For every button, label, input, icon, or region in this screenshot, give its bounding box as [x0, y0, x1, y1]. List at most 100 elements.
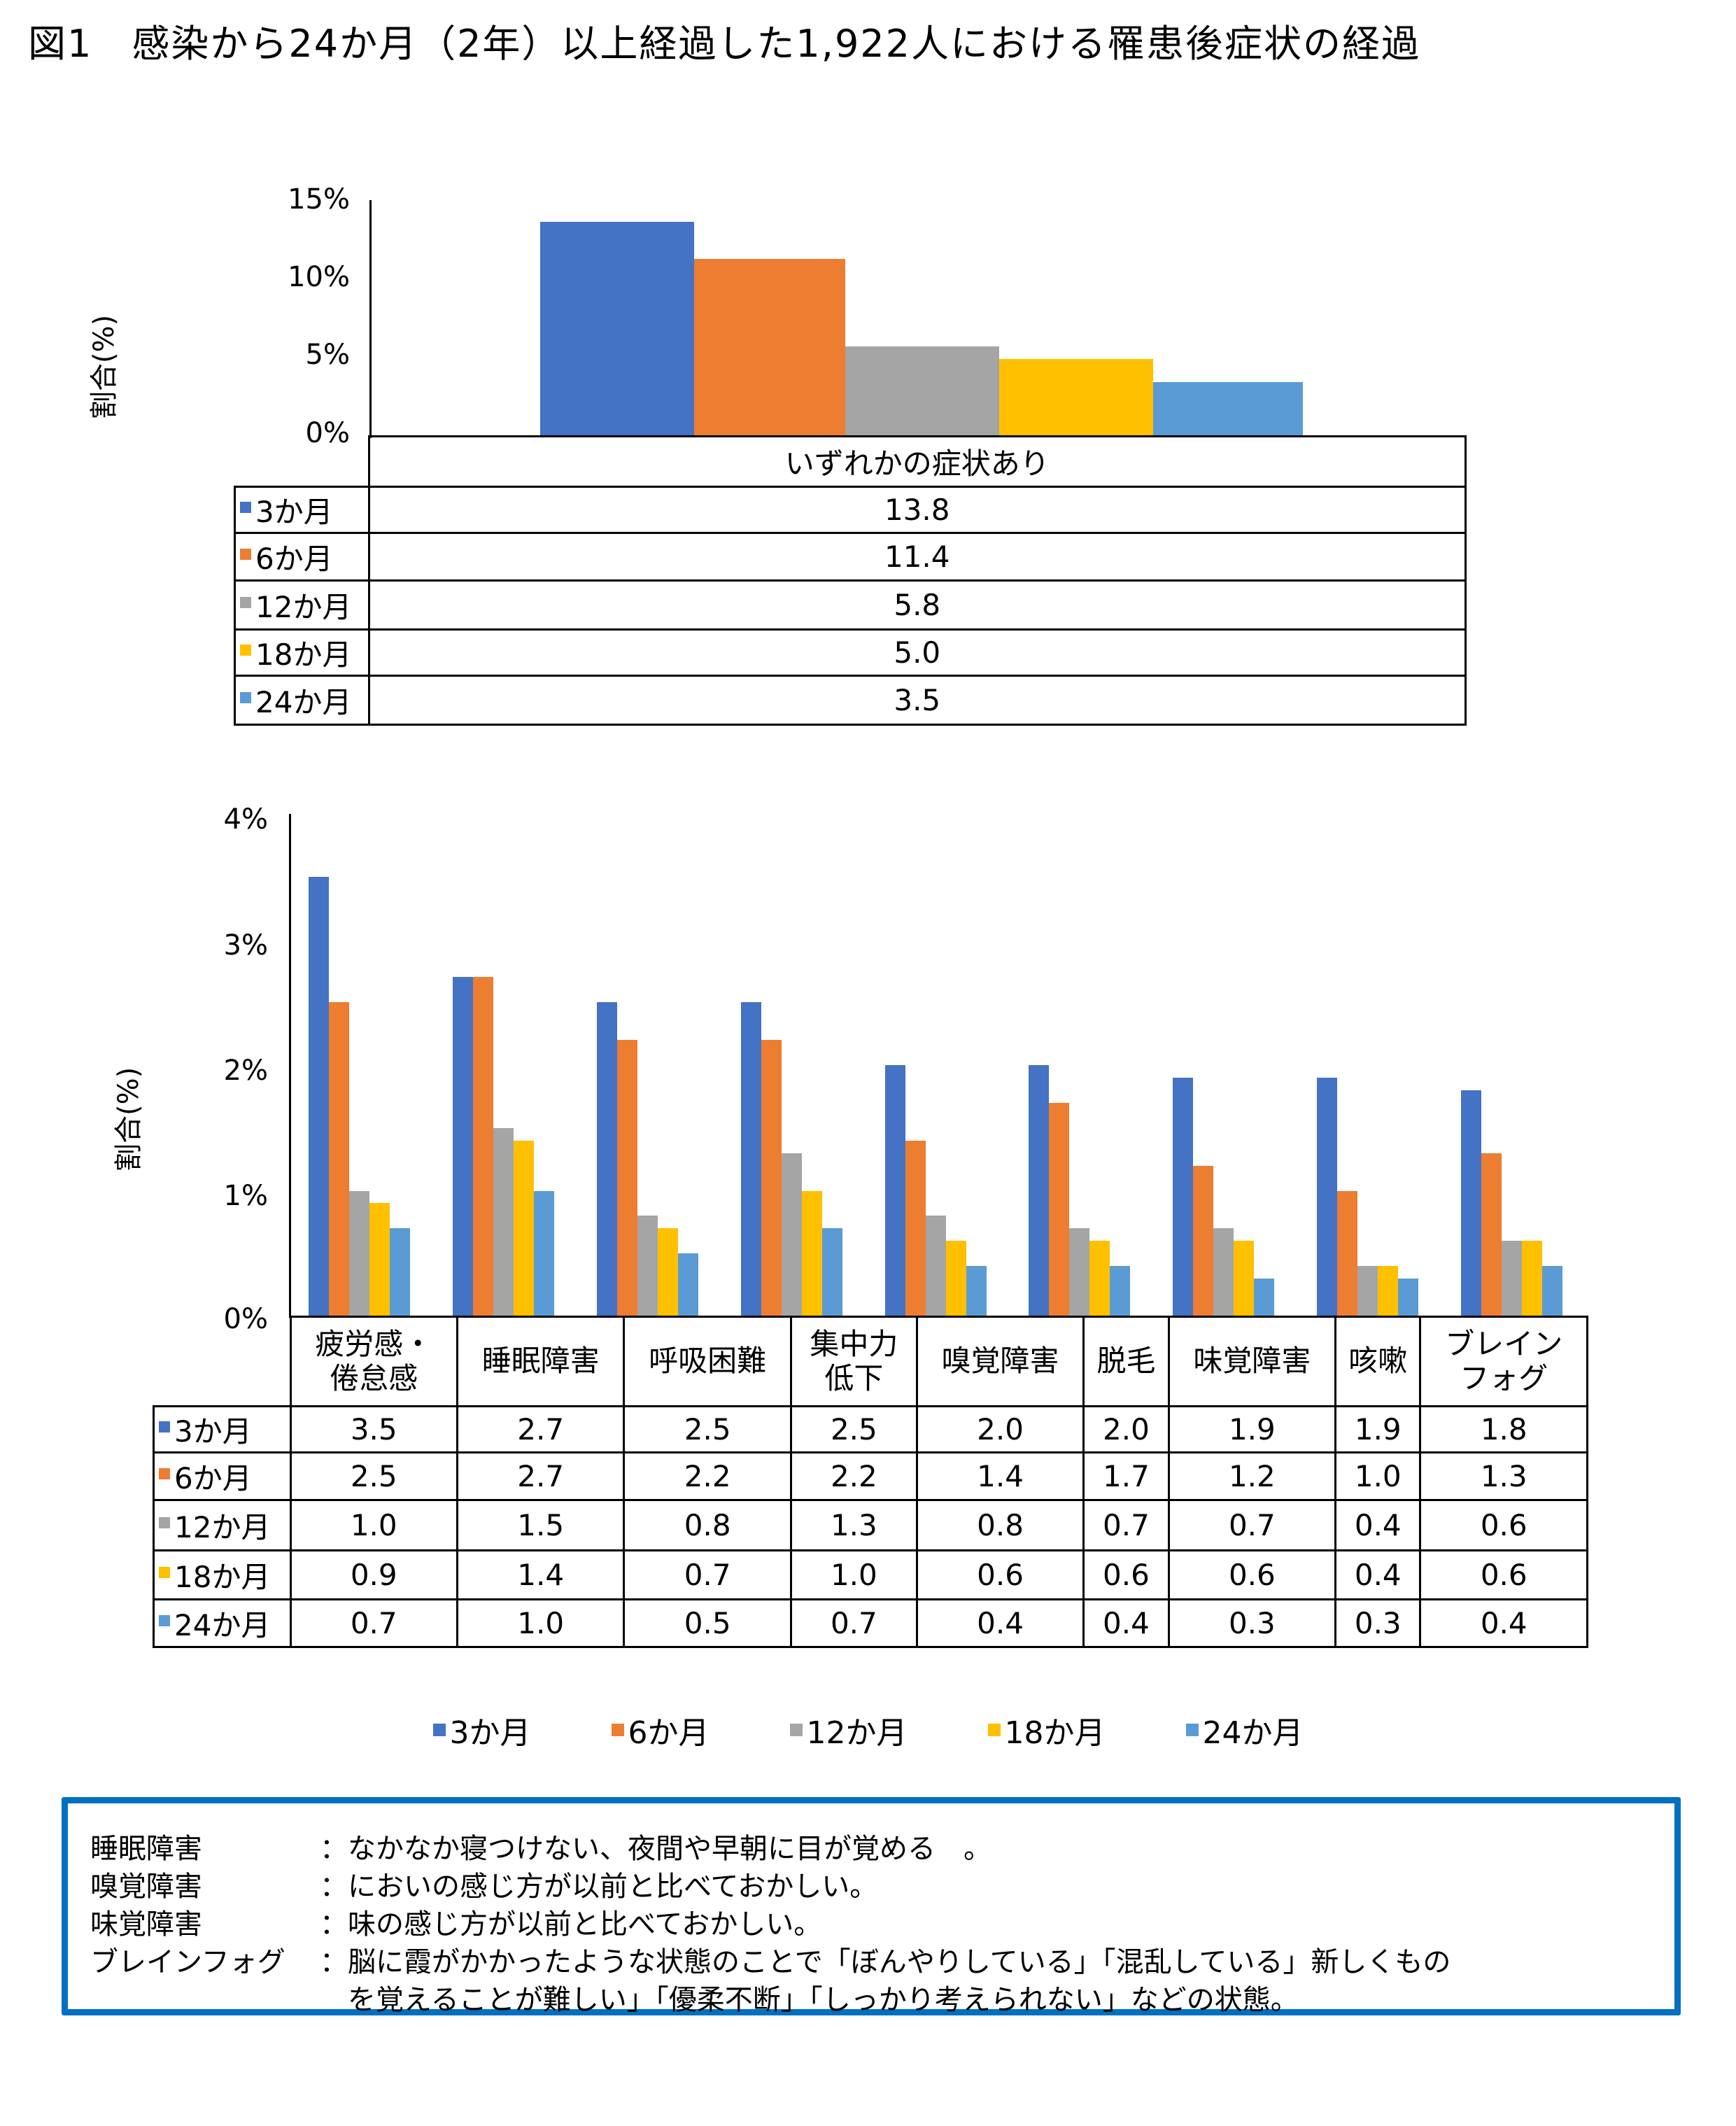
bar-24m: [1110, 1266, 1131, 1316]
table-cell: 0.8: [915, 1499, 1085, 1551]
bar-6m: [617, 1040, 637, 1316]
legend-item-18m: 18か月: [987, 1708, 1106, 1752]
table-row: 3か月 3.5 2.7 2.5 2.5 2.0 2.0 1.9 1.9 1.8: [153, 1405, 1588, 1453]
bottom-y-axis-title: 割合(%): [113, 1066, 145, 1171]
bar-12m: [845, 346, 999, 437]
bar-12m: [1501, 1241, 1522, 1316]
table-cell: 1.9: [1167, 1405, 1337, 1453]
note-term-sleep: 睡眠障害: [90, 1833, 202, 1865]
table-row: 12か月 5.8: [234, 579, 1467, 631]
category-label: 咳嗽: [1334, 1316, 1422, 1407]
table-row: 18か月 0.9 1.4 0.7 1.0 0.6 0.6 0.6 0.4 0.6: [153, 1549, 1588, 1600]
table-cell: 0.6: [1082, 1549, 1170, 1600]
legend-item-3m: 3か月: [432, 1708, 531, 1752]
top-y-tick-15: 15%: [288, 183, 350, 216]
bar-6m: [329, 1002, 350, 1316]
bar-3m: [1029, 1065, 1050, 1316]
bar-3m: [1173, 1077, 1194, 1316]
category-label: 疲労感・ 倦怠感: [289, 1316, 458, 1407]
legend-swatch-24m: [159, 1614, 170, 1626]
table-cell: 1.0: [789, 1549, 918, 1600]
bar-12m: [1357, 1266, 1378, 1316]
table-cell: 0.7: [623, 1549, 792, 1600]
legend-swatch-6m: [611, 1724, 624, 1736]
legend-swatch-12m: [789, 1724, 803, 1736]
table-cell: 2.5: [623, 1405, 792, 1453]
bar-6m: [1049, 1102, 1070, 1316]
bar-12m: [637, 1216, 658, 1316]
legend-item-6m: 6か月: [611, 1708, 710, 1752]
table-cell: 2.7: [456, 1451, 626, 1501]
bar-12m: [349, 1190, 370, 1316]
category-label: 集中力 低下: [789, 1316, 918, 1407]
table-cell: 2.0: [1082, 1405, 1170, 1453]
table-cell: 0.6: [915, 1549, 1085, 1600]
category-label: 味覚障害: [1167, 1316, 1337, 1407]
table-cell: 0.4: [915, 1598, 1085, 1648]
legend-swatch-6m: [159, 1467, 170, 1479]
definitions-box: 睡眠障害 ：なかなか寝つけない、夜間や早朝に目が覚める 。 嗅覚障害 ：においの…: [62, 1797, 1681, 2016]
legend-swatch-24m: [240, 691, 251, 703]
legend-item-24m: 24か月: [1185, 1708, 1304, 1752]
table-cell: 0.6: [1419, 1549, 1588, 1600]
bar-12m: [781, 1153, 802, 1316]
table-cell: 1.0: [1334, 1451, 1422, 1501]
table-row: 18か月 5.0: [234, 628, 1467, 677]
figure-title: 図1 感染から24か月（2年）以上経過した1,922人における罹患後症状の経過: [28, 22, 1421, 66]
bar-18m: [514, 1140, 535, 1316]
legend-swatch-3m: [432, 1724, 446, 1736]
table-cell: 1.0: [456, 1598, 626, 1648]
bar-18m: [1234, 1241, 1255, 1316]
table-cell: 0.7: [1167, 1499, 1337, 1551]
table-row: 6か月 2.5 2.7 2.2 2.2 1.4 1.7 1.2 1.0 1.3: [153, 1451, 1588, 1501]
bottom-y-tick-4: 4%: [223, 803, 268, 836]
table-cell: 2.5: [289, 1451, 458, 1501]
table-cell: 0.7: [789, 1598, 918, 1648]
table-cell: 1.7: [1082, 1451, 1170, 1501]
top-category-label: いずれかの症状あり: [367, 435, 1467, 488]
bar-3m: [309, 876, 330, 1316]
legend-swatch-6m: [240, 548, 251, 560]
bar-12m: [493, 1127, 514, 1316]
table-cell: 2.0: [915, 1405, 1085, 1453]
bar-3m: [597, 1002, 617, 1316]
bar-3m: [740, 1002, 761, 1316]
bottom-y-axis: [289, 814, 291, 1318]
bar-24m: [966, 1266, 987, 1316]
top-data-table: いずれかの症状あり 3か月 13.8 6か月 11.4 12か月 5.8 18か…: [234, 435, 1467, 726]
bottom-y-tick-1: 1%: [223, 1180, 268, 1212]
table-cell: 1.0: [289, 1499, 458, 1551]
bar-24m: [390, 1228, 411, 1316]
bar-18m: [999, 358, 1153, 437]
note-def-smell: ：においの感じ方が以前と比べておかしい。: [320, 1871, 878, 1903]
table-cell: 2.2: [789, 1451, 918, 1501]
table-cell: 1.5: [456, 1499, 626, 1551]
bottom-plot-area: [290, 814, 1587, 1316]
bar-6m: [1337, 1190, 1357, 1316]
bar-18m: [801, 1190, 822, 1316]
table-cell: 0.4: [1334, 1549, 1422, 1600]
table-cell: 0.8: [623, 1499, 792, 1551]
table-cell: 1.8: [1419, 1405, 1588, 1453]
bar-3m: [884, 1065, 905, 1316]
chart-legend: 3か月 6か月 12か月 18か月 24か月: [0, 1708, 1736, 1752]
table-cell: 1.4: [915, 1451, 1085, 1501]
table-row: 12か月 1.0 1.5 0.8 1.3 0.8 0.7 0.7 0.4 0.6: [153, 1499, 1588, 1551]
table-cell: 2.2: [623, 1451, 792, 1501]
table-cell: 0.4: [1419, 1598, 1588, 1648]
legend-swatch-12m: [240, 596, 251, 608]
top-y-axis: [369, 200, 372, 438]
table-cell: 0.6: [1167, 1549, 1337, 1600]
legend-swatch-18m: [240, 644, 251, 656]
note-term-brainfog: ブレインフォグ: [90, 1946, 285, 1978]
bar-12m: [925, 1216, 946, 1316]
table-cell: 0.7: [1082, 1499, 1170, 1551]
legend-item-12m: 12か月: [789, 1708, 908, 1752]
bar-24m: [1153, 382, 1303, 437]
bar-6m: [473, 977, 494, 1316]
bar-18m: [1089, 1241, 1110, 1316]
bottom-y-tick-2: 2%: [223, 1055, 268, 1087]
legend-swatch-3m: [159, 1421, 170, 1432]
table-cell: 1.2: [1167, 1451, 1337, 1501]
bar-12m: [1213, 1228, 1234, 1316]
